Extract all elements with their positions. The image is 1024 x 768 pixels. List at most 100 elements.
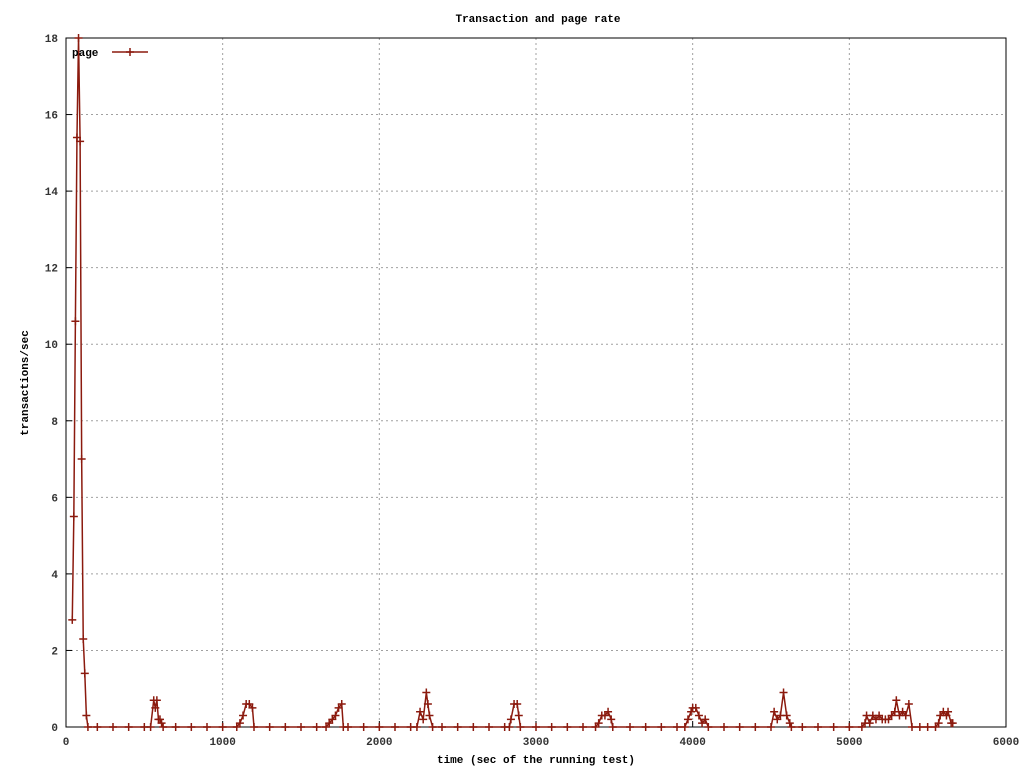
point-marker — [579, 723, 587, 731]
point-marker — [76, 137, 85, 146]
point-marker — [485, 723, 493, 731]
point-marker — [422, 688, 431, 697]
series-line — [71, 37, 953, 728]
point-marker — [297, 723, 305, 731]
point-marker — [626, 723, 634, 731]
point-marker — [563, 723, 572, 731]
x-tick-label: 3000 — [523, 737, 549, 749]
point-marker — [391, 723, 399, 731]
point-marker — [798, 723, 807, 731]
point-marker — [787, 723, 796, 731]
point-marker — [594, 719, 603, 728]
point-marker — [785, 719, 794, 728]
point-marker — [683, 715, 692, 724]
point-marker — [892, 696, 901, 705]
point-marker — [71, 317, 80, 326]
point-marker — [359, 723, 368, 731]
x-tick-label: 0 — [63, 737, 70, 749]
point-marker — [68, 615, 77, 624]
x-tick-label: 5000 — [836, 737, 862, 749]
point-marker — [375, 723, 384, 731]
point-marker — [770, 707, 779, 716]
point-marker — [694, 711, 703, 720]
y-tick-label: 10 — [45, 340, 58, 352]
point-marker — [657, 723, 666, 731]
point-marker — [607, 715, 616, 724]
point-marker — [691, 703, 700, 712]
point-marker — [453, 723, 462, 731]
point-marker — [109, 723, 117, 731]
point-marker — [337, 700, 346, 709]
point-marker — [218, 723, 227, 731]
point-marker — [93, 723, 102, 731]
y-tick-label: 16 — [45, 111, 58, 123]
y-tick-label: 2 — [51, 646, 58, 658]
point-marker — [908, 723, 916, 731]
point-marker — [281, 723, 290, 731]
point-marker — [250, 723, 258, 731]
point-marker — [80, 669, 89, 678]
point-marker — [751, 723, 760, 731]
point-marker — [923, 723, 932, 731]
point-marker — [505, 723, 514, 731]
point-marker — [948, 719, 957, 728]
point-marker — [419, 715, 428, 724]
point-marker — [814, 723, 822, 731]
y-axis-label: transactions/sec — [20, 330, 32, 436]
point-marker — [735, 723, 744, 731]
point-marker — [779, 688, 788, 697]
legend-marker — [126, 48, 134, 56]
point-marker — [673, 723, 681, 731]
point-marker — [239, 711, 248, 720]
x-tick-label: 1000 — [209, 737, 235, 749]
point-marker — [156, 715, 164, 724]
point-marker — [79, 634, 88, 643]
point-marker — [412, 723, 421, 731]
point-marker — [782, 711, 791, 720]
point-marker — [235, 719, 244, 728]
point-marker — [604, 707, 613, 716]
point-marker — [901, 711, 910, 720]
point-marker — [416, 707, 425, 716]
point-marker — [312, 723, 321, 731]
y-tick-label: 8 — [51, 417, 58, 429]
x-axis-label: time (sec of the running test) — [437, 755, 635, 767]
point-marker — [514, 711, 523, 720]
point-marker — [944, 707, 953, 716]
point-marker — [83, 723, 92, 731]
point-marker — [890, 707, 899, 716]
point-marker — [331, 711, 340, 720]
point-marker — [203, 723, 211, 731]
point-marker — [248, 703, 257, 712]
point-marker — [171, 723, 180, 731]
y-tick-label: 0 — [51, 723, 58, 735]
point-marker — [865, 719, 874, 728]
point-marker — [680, 723, 689, 731]
point-marker — [469, 723, 478, 731]
point-marker — [157, 719, 166, 728]
point-marker — [187, 723, 196, 731]
point-marker — [934, 719, 943, 728]
point-marker — [608, 723, 617, 731]
point-marker — [506, 715, 515, 724]
point-marker — [425, 711, 434, 720]
point-marker — [152, 696, 161, 705]
x-tick-label: 4000 — [679, 737, 705, 749]
point-marker — [701, 715, 710, 724]
y-tick-label: 12 — [45, 264, 58, 276]
legend-label: page — [72, 48, 99, 60]
point-marker — [428, 723, 437, 731]
point-marker — [344, 723, 352, 731]
point-marker — [845, 723, 854, 731]
point-marker — [516, 723, 525, 731]
point-marker — [904, 700, 913, 709]
point-marker — [513, 700, 522, 709]
point-marker — [438, 723, 446, 731]
point-marker — [124, 723, 133, 731]
x-tick-label: 2000 — [366, 737, 392, 749]
point-marker — [547, 723, 556, 731]
point-marker — [641, 723, 650, 731]
point-marker — [146, 723, 155, 731]
